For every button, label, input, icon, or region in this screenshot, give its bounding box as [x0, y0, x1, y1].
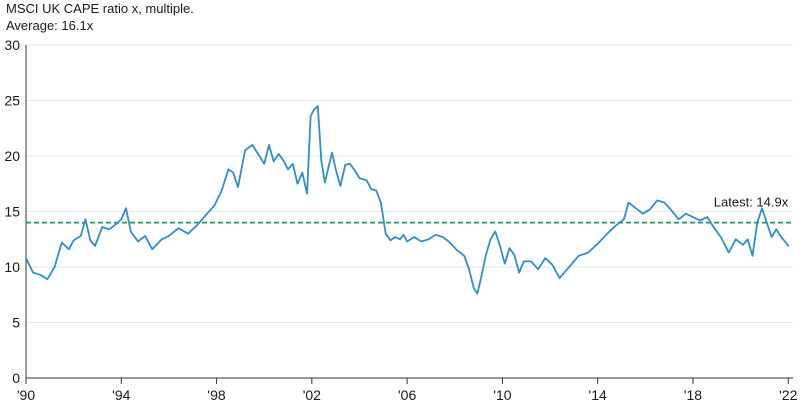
y-tick-label: 20	[4, 148, 20, 164]
gridlines	[26, 44, 793, 323]
y-tick-label: 5	[12, 315, 20, 331]
latest-annotation: Latest: 14.9x	[714, 195, 789, 210]
chart-subtitle: Average: 16.1x	[6, 18, 94, 33]
y-tick-label: 30	[4, 37, 20, 53]
axes: 0 5 10 15 20 25 30 '90 '94 '98 '02 '06 '10 '14 '18 '22	[4, 37, 797, 403]
x-tick-label: '90	[17, 387, 35, 403]
x-tick-label: '18	[684, 387, 702, 403]
x-tick-label: '02	[303, 387, 321, 403]
x-tick-label: '14	[589, 387, 607, 403]
x-tick-label: '06	[398, 387, 416, 403]
x-tick-label: '22	[779, 387, 797, 403]
x-tick-label: '10	[493, 387, 511, 403]
series-group	[25, 105, 790, 295]
x-tick-label: '98	[207, 387, 225, 403]
annotations: Latest: 14.9x	[714, 195, 789, 210]
y-tick-label: 15	[4, 204, 20, 220]
y-tick-label: 25	[4, 93, 20, 109]
y-tick-label: 0	[12, 370, 20, 386]
y-tick-label: 10	[4, 259, 20, 275]
x-tick-label: '94	[112, 387, 130, 403]
series-line	[25, 105, 790, 295]
chart-title: MSCI UK CAPE ratio x, multiple.	[6, 1, 194, 16]
